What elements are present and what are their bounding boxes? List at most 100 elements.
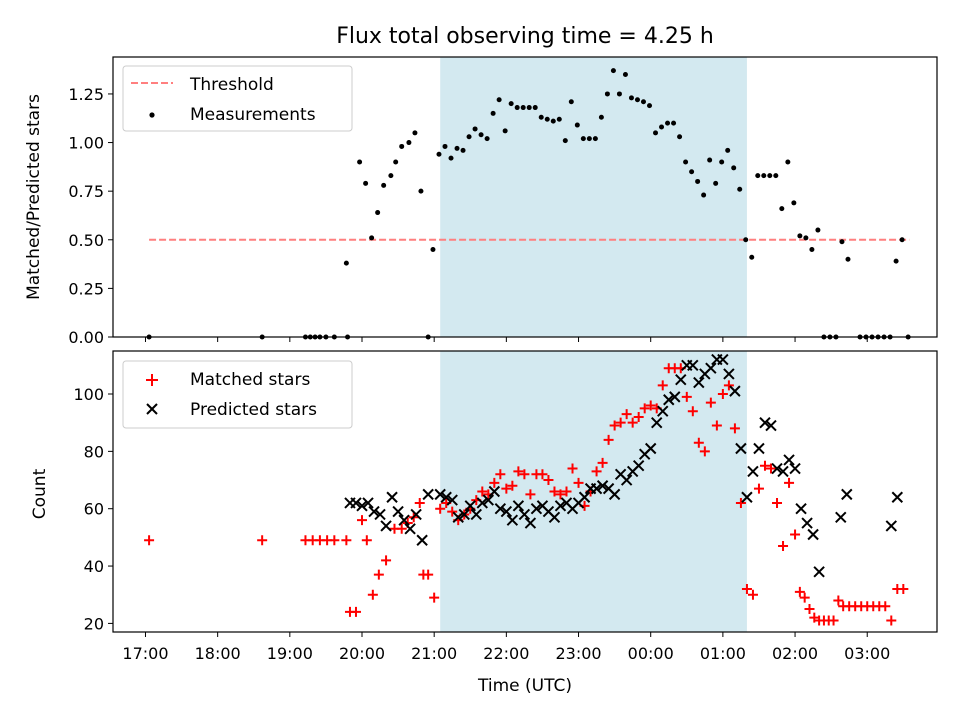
predicted-star-point [590, 482, 603, 495]
measurement-point [707, 157, 713, 163]
matched-star-point [501, 483, 512, 494]
measurement-point [393, 159, 399, 165]
x-axis-label: Time (UTC) [477, 676, 572, 696]
matched-star-point [621, 409, 632, 420]
measurement-point [562, 138, 568, 144]
matched-star-point [367, 589, 378, 600]
measurement-point [343, 260, 349, 266]
predicted-star-point [693, 376, 705, 389]
measurement-point [665, 120, 671, 126]
measurement-point [809, 247, 815, 252]
predicted-star-point [494, 502, 507, 515]
top-y-axis-label: Matched/Predicted stars [24, 94, 44, 300]
matched-star-point [489, 477, 500, 488]
predicted-star-point [356, 500, 368, 512]
predicted-star-point [362, 497, 374, 509]
bottom-y-tick-label: 100 [73, 385, 104, 404]
predicted-star-point [771, 462, 783, 475]
bottom-x-axis: 17:00 18:00 19:00 20:00 21:00 22:00 23:00 00:00… [122, 632, 890, 663]
predicted-star-point [500, 505, 513, 518]
measurement-point [785, 159, 791, 165]
measurement-point [448, 155, 454, 161]
measurement-point [689, 169, 695, 175]
measurement-point [388, 173, 394, 179]
measurement-point [466, 134, 472, 140]
predicted-star-point [398, 514, 410, 526]
matched-star-point [561, 486, 572, 497]
matched-star-point [799, 592, 810, 603]
predicted-star-point [675, 373, 687, 386]
matched-star-point [828, 615, 839, 626]
measurement-point [610, 68, 616, 74]
top-legend-box [122, 65, 353, 132]
measurement-point [791, 200, 797, 206]
predicted-star-point [651, 416, 663, 429]
predicted-star-point [434, 488, 446, 501]
bottom-panel: 20 40 60 80 100 17:00 18:00 19:00 20:00 21:00 22:… [30, 350, 938, 696]
chart-title: Flux total observing time = 4.25 h [336, 24, 714, 49]
measurement-point [592, 136, 598, 142]
measurement-point [899, 237, 905, 243]
matched-star-point [633, 411, 644, 422]
matched-star-point [747, 589, 758, 600]
measurement-point [375, 210, 381, 216]
predicted-star-point [813, 566, 825, 578]
measurement-point [460, 147, 466, 153]
measurement-point [556, 116, 562, 122]
measurement-point [779, 206, 785, 212]
matched-star-point [257, 535, 268, 546]
measurement-point [363, 180, 369, 186]
measurement-point [749, 254, 755, 260]
legend-threshold-label: Threshold [189, 75, 274, 95]
bottom-legend: Matched stars Predicted stars [122, 360, 353, 429]
predicted-star-point [410, 508, 422, 521]
measurement-point [496, 97, 502, 103]
top-y-tick-label: 0.25 [68, 279, 104, 298]
matched-star-point [447, 506, 458, 517]
x-tick-label: 18:00 [195, 644, 241, 663]
legend-measurements-swatch [149, 112, 155, 118]
predicted-star-point [717, 353, 729, 366]
legend-matched-label: Matched stars [190, 370, 310, 390]
top-y-tick-label: 0.00 [68, 328, 104, 347]
predicted-star-point [440, 491, 452, 503]
measurement-point [845, 256, 851, 262]
matched-star-point [784, 477, 795, 488]
matched-star-point [681, 391, 692, 402]
matched-star-point [591, 466, 602, 477]
predicted-star-point [386, 491, 398, 503]
measurement-point [640, 99, 646, 105]
predicted-star-point [891, 491, 904, 503]
measurement-point [647, 103, 653, 109]
matched-star-point [794, 586, 805, 597]
top-points-layer [146, 68, 911, 340]
x-tick-label: 23:00 [555, 644, 601, 663]
predicted-star-point [789, 462, 801, 475]
matched-star-point [525, 489, 536, 500]
measurement-point [430, 247, 436, 252]
matched-star-point [329, 535, 340, 546]
top-y-tick-label: 1.25 [68, 85, 104, 104]
predicted-star-point [404, 523, 416, 535]
predicted-star-point [578, 491, 591, 503]
legend-predicted-label: Predicted stars [190, 400, 317, 420]
predicted-star-point [476, 497, 489, 509]
predicted-star-point [841, 488, 853, 501]
predicted-star-point [620, 474, 633, 486]
predicted-star-point [729, 385, 741, 397]
measurement-point [454, 145, 460, 151]
predicted-star-point [735, 442, 747, 455]
measurement-point [773, 173, 779, 179]
bottom-y-tick-label: 20 [84, 614, 104, 633]
top-legend: Threshold Measurements [122, 65, 353, 132]
x-tick-label: 21:00 [411, 644, 457, 663]
measurement-point [544, 116, 550, 122]
measurement-point [526, 105, 532, 111]
measurement-point [725, 147, 731, 153]
matched-star-point [519, 469, 530, 480]
matched-star-point [833, 595, 844, 606]
predicted-star-point [524, 517, 537, 529]
measurement-point [514, 105, 520, 111]
matched-star-point [543, 475, 554, 486]
